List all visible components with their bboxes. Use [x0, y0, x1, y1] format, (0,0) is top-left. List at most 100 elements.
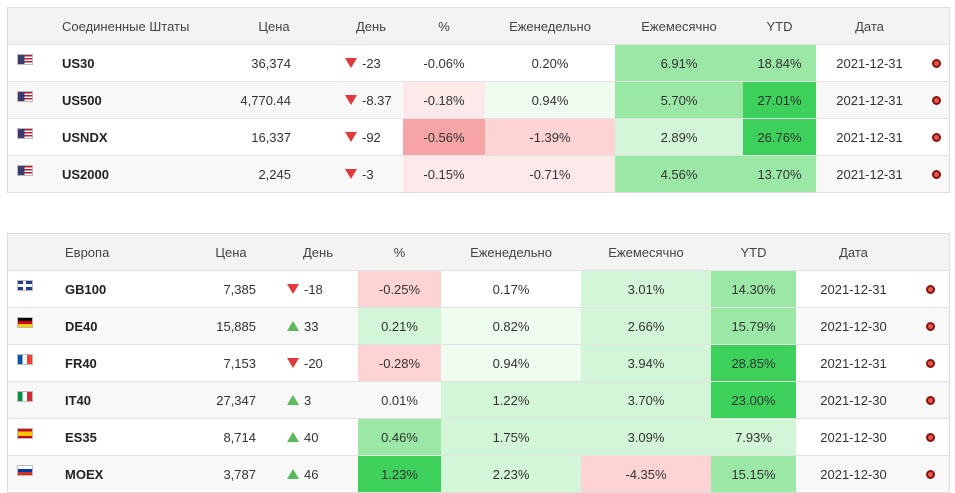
table-row: US2000 2,245 -3 -0.15% -0.71% 4.56% 13.70% 2021…	[8, 155, 949, 192]
symbol[interactable]: FR40	[65, 355, 97, 371]
cell-value: -0.06%	[423, 55, 465, 71]
cell-value: 3,787	[223, 466, 256, 482]
symbol[interactable]: US2000	[62, 166, 109, 182]
cell-value: 27,347	[216, 392, 256, 408]
cell-value: 0.20%	[531, 55, 569, 71]
cell-value: 1.23%	[358, 456, 441, 492]
symbol[interactable]: MOEX	[65, 466, 104, 482]
table-row: FR40 7,153 -20 -0.28% 0.94% 3.94% 28.85% 2021-1…	[8, 344, 949, 381]
cell-value: 8,714	[223, 429, 256, 445]
cell-value: 2.66%	[581, 308, 711, 344]
cell-value: 33	[263, 308, 365, 344]
clock-icon	[931, 132, 941, 142]
symbol[interactable]: DE40	[65, 318, 98, 334]
symbol[interactable]: USNDX	[62, 129, 108, 145]
header-cell: YTD	[740, 244, 767, 260]
cell-value: 14.30%	[711, 271, 796, 307]
cell-value: 2021-12-31	[836, 166, 903, 182]
cell-value: 0.46%	[358, 419, 441, 455]
header-cell: Дата	[855, 18, 884, 34]
cell-value: -0.56%	[403, 119, 485, 155]
flag-icon	[16, 91, 33, 102]
cell-value: -8.37	[298, 82, 410, 118]
flag-cell	[8, 156, 41, 192]
flag-cell	[8, 45, 41, 81]
cell-value: -0.25%	[358, 271, 441, 307]
cell-value: 2021-12-31	[820, 281, 887, 297]
flag-icon	[16, 391, 33, 402]
header-cell: Цена	[215, 244, 247, 260]
day-change: -20	[304, 355, 323, 371]
flag-icon	[16, 354, 33, 365]
time-icon-cell	[911, 456, 949, 492]
table-row: US500 4,770.44 -8.37 -0.18% 0.94% 5.70% 27.01%…	[8, 81, 949, 118]
quote-table: Европа Цена День% Еженедельно Ежемесячно YTD Д…	[7, 233, 950, 493]
table-row: GB100 7,385 -18 -0.25% 0.17% 3.01% 14.30% 2021-…	[8, 270, 949, 307]
header-cell: Дата	[839, 244, 868, 260]
flag-icon	[16, 428, 33, 439]
change-arrow	[345, 58, 357, 68]
cell-value: 0.17%	[492, 281, 530, 297]
clock-icon	[925, 358, 935, 368]
flag-cell	[8, 456, 41, 492]
cell-value: 7.93%	[711, 419, 796, 455]
cell-value: -0.18%	[403, 82, 485, 118]
flag-icon	[16, 128, 33, 139]
cell-value: 7,153	[223, 355, 256, 371]
change-arrow	[345, 95, 357, 105]
time-icon-cell	[923, 45, 949, 81]
header-cell: %	[393, 244, 406, 260]
cell-value: -0.28%	[358, 345, 441, 381]
cell-value: 1.22%	[441, 382, 581, 418]
cell-value: 3.01%	[581, 271, 711, 307]
table-row: MOEX 3,787 46 1.23% 2.23% -4.35% 15.15% 2021-12…	[8, 455, 949, 492]
cell-value: 15,885	[216, 318, 256, 334]
symbol[interactable]: US500	[62, 92, 102, 108]
cell-value: 6.91%	[615, 45, 743, 81]
clock-icon	[925, 432, 935, 442]
cell-value: -18	[263, 271, 365, 307]
day-change: -3	[362, 166, 374, 182]
day-change: -8.37	[362, 92, 392, 108]
symbol[interactable]: IT40	[65, 392, 92, 408]
cell-value: 5.70%	[615, 82, 743, 118]
flag-cell	[8, 271, 41, 307]
time-icon-cell	[911, 419, 949, 455]
header-cell: Ежемесячно	[608, 244, 684, 260]
header-cell: Европа	[65, 244, 110, 260]
flag-cell	[8, 119, 41, 155]
flag-icon	[16, 165, 33, 176]
flag-icon	[16, 317, 33, 328]
cell-value: 0.82%	[441, 308, 581, 344]
day-change: -23	[362, 55, 381, 71]
cell-value: 3.09%	[581, 419, 711, 455]
cell-value: -0.15%	[403, 156, 485, 192]
cell-value: 2021-12-30	[820, 318, 887, 334]
clock-icon	[925, 395, 935, 405]
cell-value: 2021-12-30	[820, 429, 887, 445]
cell-value: 15.79%	[711, 308, 796, 344]
cell-value: 2,245	[258, 166, 291, 182]
cell-value: 0.01%	[381, 392, 418, 408]
change-arrow	[287, 469, 299, 479]
header-cell: Соединенные Штаты	[62, 18, 190, 34]
symbol[interactable]: ES35	[65, 429, 97, 445]
cell-value: -20	[263, 345, 365, 381]
symbol[interactable]: US30	[62, 55, 95, 71]
change-arrow	[287, 321, 299, 331]
cell-value: 4,770.44	[240, 92, 291, 108]
time-icon-cell	[911, 345, 949, 381]
cell-value: 2021-12-31	[836, 55, 903, 71]
symbol[interactable]: GB100	[65, 281, 107, 297]
cell-value: 0.21%	[358, 308, 441, 344]
cell-value: 2021-12-30	[820, 392, 887, 408]
time-icon-cell	[911, 382, 949, 418]
header-cell: День	[303, 244, 333, 260]
cell-value: 36,374	[251, 55, 291, 71]
table-header: Европа Цена День% Еженедельно Ежемесячно YTD Д…	[8, 234, 949, 270]
cell-value: 23.00%	[711, 382, 796, 418]
cell-value: 3.70%	[581, 382, 711, 418]
header-cell: YTD	[766, 18, 793, 34]
cell-value: 3.94%	[581, 345, 711, 381]
day-change: 40	[304, 429, 319, 445]
